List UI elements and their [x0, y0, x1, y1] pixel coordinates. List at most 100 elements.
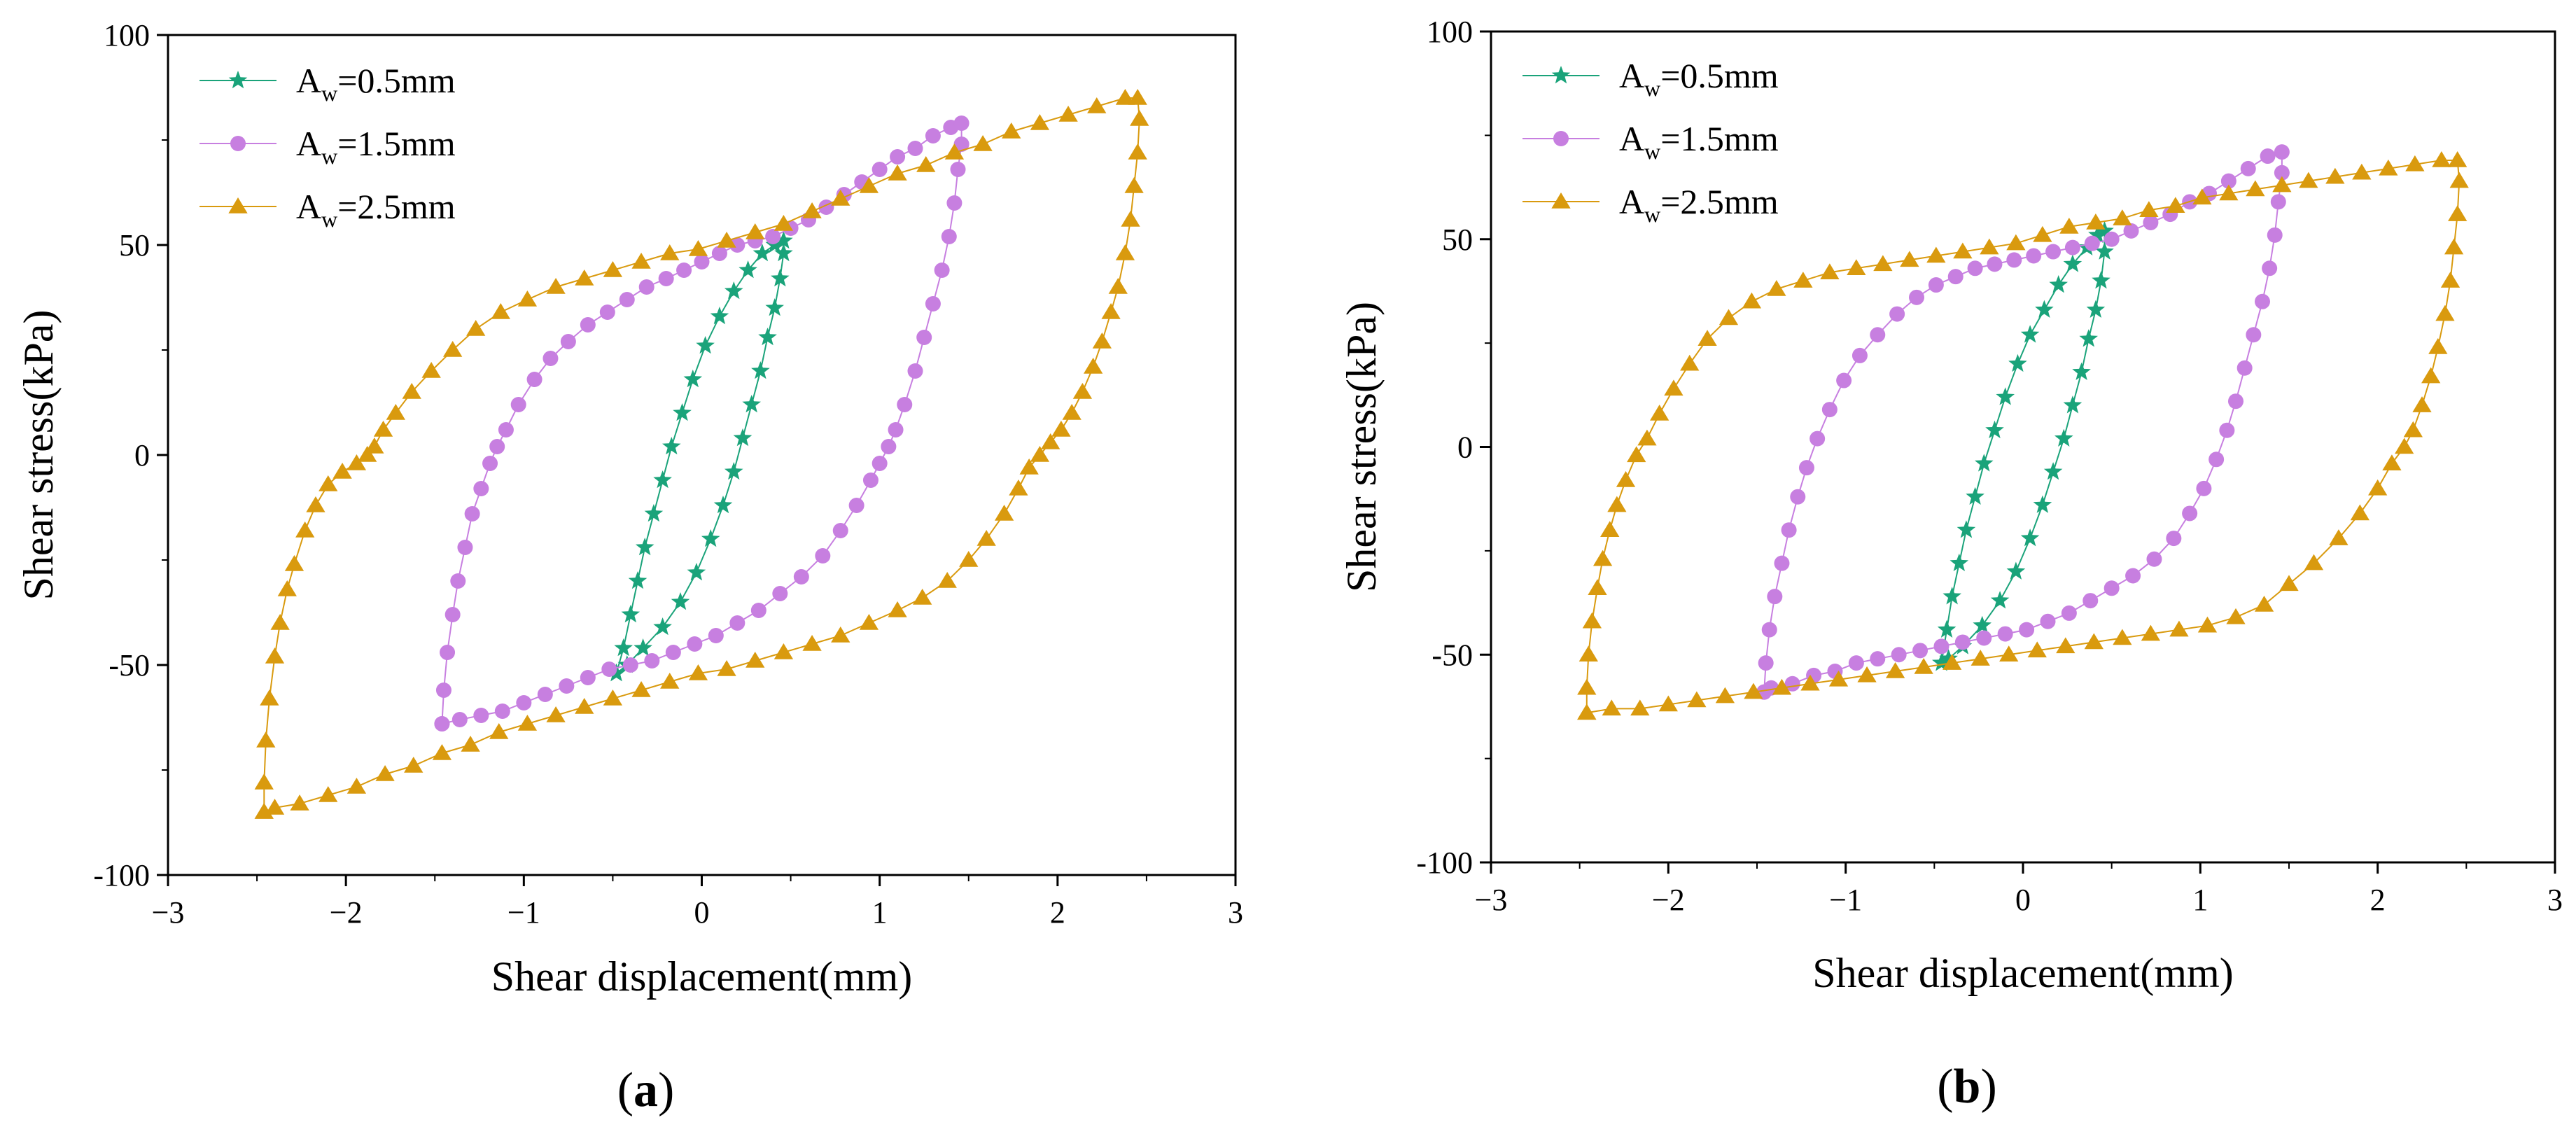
series-2-point-65 [913, 589, 932, 605]
series-0-point-26 [2020, 528, 2040, 547]
chart-panel-b: −3 −2 −1 0 1 2 3 -100 -50 0 50 100 Shear displacemen… [1338, 15, 2563, 1114]
series-2-point-26 [2006, 234, 2026, 251]
legend-2-point-0 [228, 197, 248, 214]
series-2-point-8 [295, 522, 315, 538]
series-2-point-22 [517, 290, 538, 307]
legend-entry-label: Aw=0.5mm [296, 61, 456, 106]
series-0-point-19 [765, 298, 784, 316]
series-1-point-56 [729, 615, 746, 631]
series-2-point-15 [1718, 309, 1739, 326]
series-1-point-41 [2228, 393, 2244, 410]
legend-label-main: A [296, 124, 321, 163]
series-1-point-39 [2246, 327, 2262, 343]
series-1-point-14 [560, 334, 576, 349]
legend-1-point-0 [1553, 131, 1569, 146]
series-2-point-7 [1607, 496, 1627, 512]
series-1-point-40 [941, 229, 957, 244]
series-1-point-23 [2084, 235, 2100, 251]
series-1-point-20 [676, 262, 692, 278]
series-1-point-22 [2064, 239, 2080, 255]
legend-1-point-0 [230, 136, 246, 151]
series-1-point-5 [1781, 522, 1797, 538]
legend-label-subscript: w [321, 206, 337, 232]
series-1-point-32 [2260, 148, 2276, 164]
series-2-point-49 [1115, 244, 1135, 260]
series-1-point-48 [2125, 568, 2141, 584]
series-2-point-32 [2166, 197, 2185, 214]
x-tick-label: 3 [1228, 895, 1243, 930]
series-1-point-25 [2123, 223, 2139, 239]
series-2-point-21 [1873, 255, 1893, 272]
series-2-point-50 [1108, 278, 1128, 294]
series-2-point-46 [1128, 144, 1147, 160]
series-star-0 [607, 231, 793, 682]
series-2-point-62 [976, 530, 996, 546]
x-tick-label: 0 [694, 895, 710, 930]
series-2-point-34 [2219, 184, 2239, 201]
series-2-point-24 [1953, 242, 1973, 259]
series-1-point-39 [946, 195, 962, 211]
series-2-point-35 [2246, 180, 2265, 197]
legend-entry-label: Aw=1.5mm [1619, 119, 1779, 164]
series-2-point-77 [1772, 678, 1792, 695]
series-2-point-36 [2272, 176, 2292, 192]
series-2-point-40 [2379, 159, 2398, 176]
series-2-point-65 [2113, 629, 2132, 645]
x-tick-label: −3 [152, 895, 185, 930]
series-2-point-46 [2444, 238, 2464, 255]
series-1-point-32 [890, 149, 906, 164]
x-tick-label: 2 [2370, 883, 2386, 917]
series-0-point-23 [733, 428, 752, 447]
legend-0-point-0 [1551, 66, 1571, 84]
series-0-point-10 [696, 336, 715, 354]
series-0-point-20 [758, 328, 777, 346]
series-2-point-57 [2329, 529, 2348, 545]
series-0-point-13 [738, 260, 757, 279]
series-triangle-2 [254, 89, 1149, 819]
series-0-point-22 [2063, 396, 2082, 414]
series-2-point-18 [1793, 272, 1813, 288]
series-1-point-15 [580, 317, 596, 332]
series-0-point-15 [2088, 225, 2107, 244]
legend-label-main: A [1619, 119, 1644, 158]
legend-label-subscript: w [1644, 202, 1660, 227]
y-tick-label: 50 [119, 228, 150, 262]
y-tick-label: 0 [1457, 430, 1473, 465]
series-2-point-55 [1062, 404, 1082, 420]
series-triangle-2 [1577, 150, 2469, 720]
legend-label-subscript: w [1644, 139, 1660, 164]
series-1-point-57 [1933, 638, 1949, 654]
series-1-point-38 [2255, 293, 2270, 309]
series-2-point-52 [1092, 332, 1112, 349]
series-1-point-21 [694, 254, 710, 270]
series-2-point-80 [1687, 691, 1707, 708]
series-1-point-44 [2196, 480, 2212, 496]
series-circle-1 [434, 115, 969, 732]
series-1-point-46 [2166, 531, 2182, 547]
series-2-point-35 [888, 164, 907, 181]
series-0-point-6 [1975, 454, 1994, 472]
series-2-point-53 [1084, 358, 1103, 374]
series-2-point-8 [1616, 470, 1636, 487]
series-2-point-4 [265, 648, 285, 664]
series-1-point-13 [542, 351, 559, 366]
series-2-point-43 [1115, 89, 1135, 105]
series-0-point-23 [2054, 428, 2073, 447]
series-2-point-9 [306, 496, 326, 512]
series-2-point-89 [254, 803, 274, 819]
series-2-point-10 [318, 475, 338, 491]
series-1-point-17 [1967, 260, 1983, 276]
series-1-point-52 [815, 548, 831, 564]
series-2-point-72 [717, 660, 736, 676]
series-2-point-77 [575, 698, 594, 714]
series-2-point-40 [1030, 114, 1050, 130]
series-2-point-29 [717, 232, 736, 248]
series-2-point-57 [1041, 433, 1060, 449]
series-1-point-45 [897, 397, 913, 412]
series-1-point-42 [925, 296, 941, 312]
series-0-point-28 [1990, 591, 2010, 609]
series-2-point-19 [443, 341, 463, 357]
series-2-point-56 [2350, 504, 2370, 521]
series-1-point-48 [872, 456, 888, 471]
series-2-point-15 [373, 421, 393, 437]
